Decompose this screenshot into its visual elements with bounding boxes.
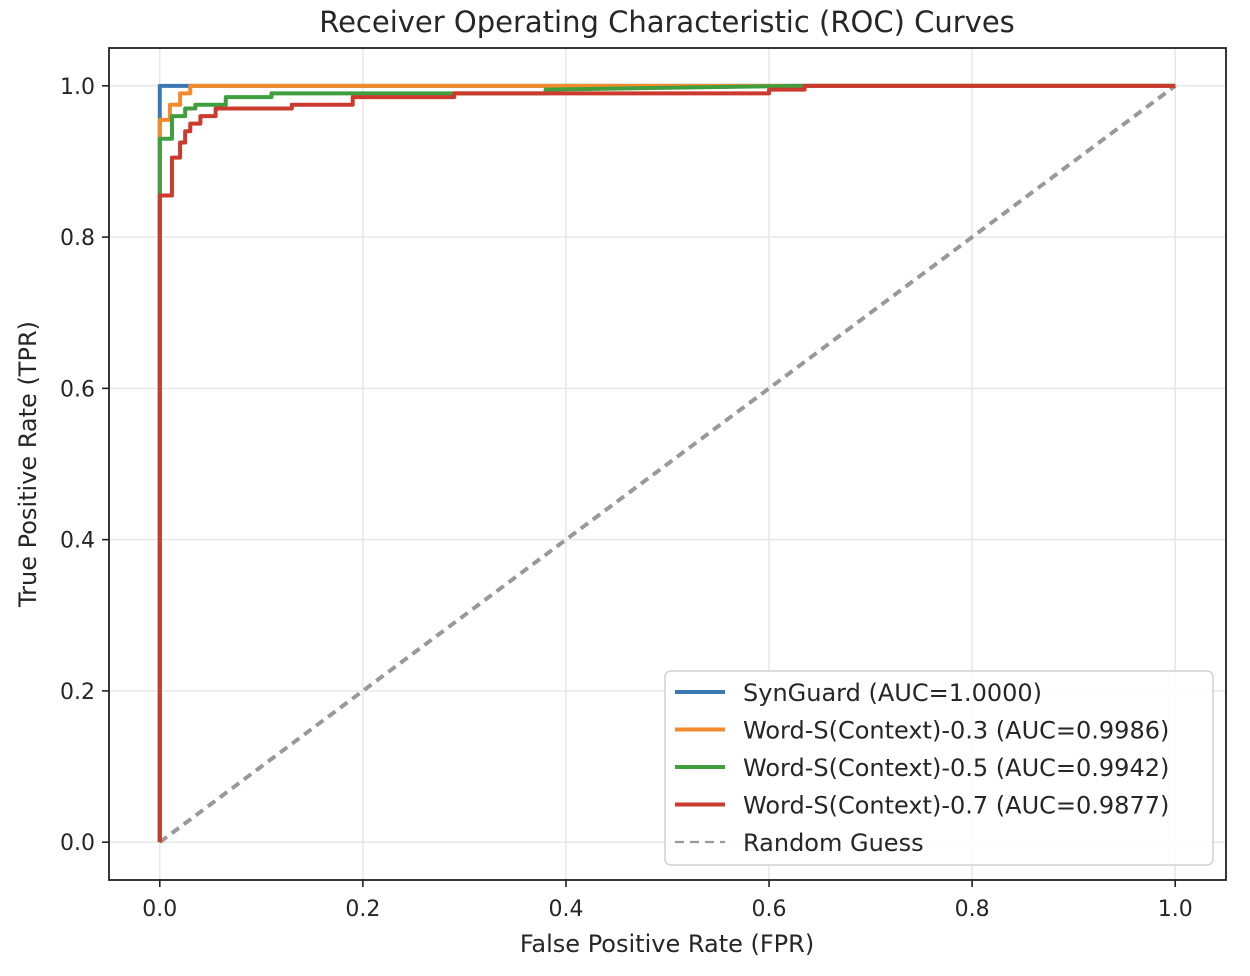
legend: SynGuard (AUC=1.0000) Word-S(Context)-0.3… [664, 670, 1214, 866]
legend-label: Random Guess [743, 829, 924, 857]
x-tick-label: 0.4 [548, 897, 583, 922]
plot-frame [108, 47, 1227, 881]
x-tick-label: 1.0 [1158, 897, 1193, 922]
x-tick-label: 0.0 [142, 897, 177, 922]
legend-item-synguard: SynGuard (AUC=1.0000) [675, 679, 1042, 707]
chart-title: Receiver Operating Characteristic (ROC) … [319, 5, 1015, 39]
legend-box [664, 670, 1214, 866]
y-axis-label: True Positive Rate (TPR) [14, 321, 42, 608]
word-s-context-0-3-curve [157, 83, 1176, 843]
x-tick-label: 0.2 [345, 897, 380, 922]
curves [157, 83, 1176, 843]
y-tick-label: 0.4 [60, 529, 95, 554]
legend-item-word-s-0-5: Word-S(Context)-0.5 (AUC=0.9942) [675, 754, 1169, 782]
legend-label: Word-S(Context)-0.5 (AUC=0.9942) [743, 754, 1169, 782]
legend-items: SynGuard (AUC=1.0000) Word-S(Context)-0.3… [675, 679, 1169, 857]
y-tick-label: 0.6 [60, 377, 95, 402]
y-tick-label: 0.2 [60, 680, 95, 705]
grid [109, 48, 1226, 880]
diagonal-layer [158, 84, 1177, 844]
x-axis-label: False Positive Rate (FPR) [520, 930, 814, 958]
y-tick-label: 0.8 [60, 226, 95, 251]
y-tick-label: 0.0 [60, 831, 95, 856]
legend-item-random-guess: Random Guess [675, 829, 924, 857]
legend-label: SynGuard (AUC=1.0000) [743, 679, 1042, 707]
x-tick-label: 0.6 [752, 897, 787, 922]
ticks: 0.0 0.2 0.4 0.6 0.8 1.0 0.0 0.2 0.4 0.6 0.8 1.0 [60, 75, 1193, 922]
legend-item-word-s-0-3: Word-S(Context)-0.3 (AUC=0.9986) [675, 717, 1169, 745]
x-tick-label: 0.8 [955, 897, 990, 922]
random-guess-line [158, 84, 1177, 844]
legend-label: Word-S(Context)-0.7 (AUC=0.9877) [743, 792, 1169, 820]
legend-item-word-s-0-7: Word-S(Context)-0.7 (AUC=0.9877) [675, 792, 1169, 820]
word-s-context-0-7-curve [157, 83, 1176, 843]
y-tick-label: 1.0 [60, 75, 95, 100]
legend-label: Word-S(Context)-0.3 (AUC=0.9986) [743, 717, 1169, 745]
